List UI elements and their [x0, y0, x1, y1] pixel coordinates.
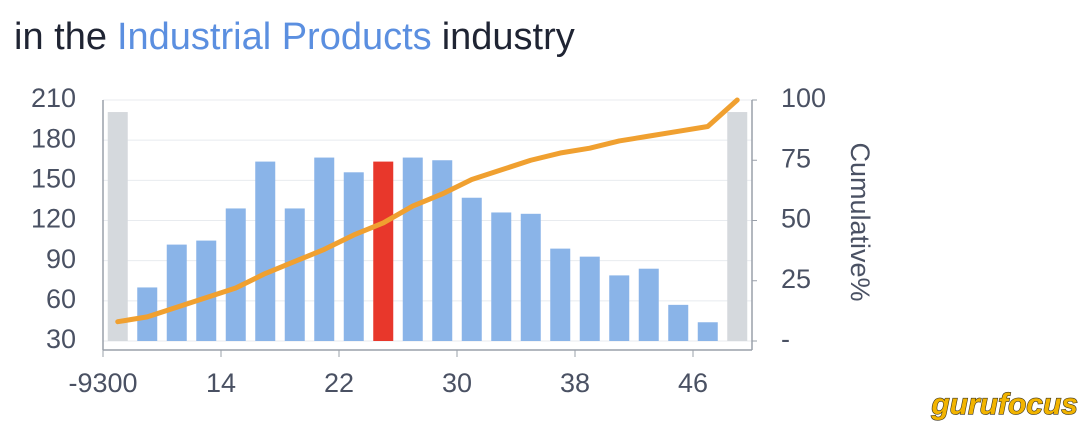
bar	[284, 208, 305, 341]
y2-axis-title: Cumulative%	[845, 142, 875, 301]
bar	[137, 287, 158, 341]
y2-tick-label: -	[781, 324, 790, 354]
bar	[609, 275, 630, 341]
y2-tick-label: 50	[781, 204, 811, 234]
bar	[432, 160, 453, 341]
x-tick-label: 30	[442, 368, 472, 398]
x-tick-label: -9300	[68, 368, 137, 398]
bar	[373, 161, 394, 341]
bar	[343, 172, 364, 341]
y2-tick-label: 25	[781, 264, 811, 294]
bar	[579, 256, 600, 341]
logo: gurufocus	[930, 388, 1078, 421]
title-text: in the	[14, 16, 107, 58]
x-tick-label: 22	[324, 368, 354, 398]
bar	[520, 213, 541, 341]
y-tick-label: 30	[46, 324, 76, 354]
bar	[638, 268, 659, 341]
x-tick-label: 46	[678, 368, 708, 398]
bar	[668, 304, 689, 341]
bar	[461, 197, 482, 341]
y-tick-label: 60	[46, 284, 76, 314]
bar	[225, 208, 246, 341]
y-tick-label: 150	[31, 163, 76, 193]
x-tick-label: 38	[560, 368, 590, 398]
y-tick-label: 210	[31, 83, 76, 113]
x-tick-label: 14	[206, 368, 236, 398]
y2-tick-label: 100	[781, 83, 826, 113]
y-tick-label: 120	[31, 204, 76, 234]
bar	[166, 244, 187, 341]
title-industry: Industrial Products	[116, 16, 432, 58]
bar	[727, 112, 748, 341]
y2-tick-label: 75	[781, 143, 811, 173]
y-tick-label: 180	[31, 123, 76, 153]
cumulative-line	[115, 97, 740, 325]
bar	[550, 248, 571, 341]
bar	[402, 157, 423, 341]
title-text: industry	[441, 16, 575, 58]
y-tick-label: 90	[46, 244, 76, 274]
bar	[255, 161, 276, 341]
chart-title: in the Industrial Products industry	[14, 16, 585, 59]
bar	[196, 240, 217, 341]
bar	[107, 112, 128, 341]
bar	[697, 322, 718, 341]
bar	[491, 212, 512, 341]
